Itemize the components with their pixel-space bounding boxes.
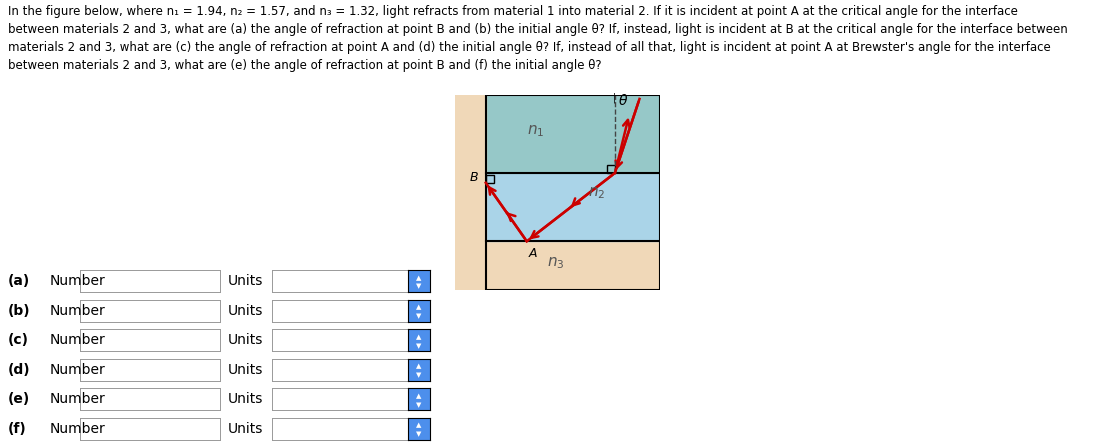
Bar (455, 241, 659, 290)
Text: Number: Number (50, 363, 106, 377)
Text: ▲: ▲ (417, 393, 422, 399)
Text: Units: Units (228, 274, 263, 288)
Text: Units: Units (228, 422, 263, 436)
Text: Number: Number (50, 304, 106, 318)
Text: $n_1$: $n_1$ (527, 123, 544, 139)
Bar (486, 95, 659, 290)
Bar (455, 95, 659, 173)
Text: (d): (d) (8, 363, 30, 377)
Text: ▲: ▲ (417, 363, 422, 369)
Text: (f): (f) (8, 422, 27, 436)
Text: Units: Units (228, 363, 263, 377)
Text: Units: Units (228, 392, 263, 406)
Text: (a): (a) (8, 274, 30, 288)
Text: ▼: ▼ (417, 372, 422, 378)
Text: ▼: ▼ (417, 313, 422, 319)
Text: Number: Number (50, 333, 106, 347)
Text: (c): (c) (8, 333, 29, 347)
Bar (486, 175, 494, 183)
Text: ▲: ▲ (417, 423, 422, 429)
Text: In the figure below, where n₁ = 1.94, n₂ = 1.57, and n₃ = 1.32, light refracts f: In the figure below, where n₁ = 1.94, n₂… (8, 5, 1067, 72)
Text: ▲: ▲ (417, 334, 422, 340)
Text: $n_3$: $n_3$ (547, 256, 565, 271)
Text: |: | (613, 93, 616, 103)
Text: $n_2$: $n_2$ (588, 186, 606, 201)
Text: ▲: ▲ (417, 275, 422, 281)
Text: ▼: ▼ (417, 431, 422, 438)
Text: ▼: ▼ (417, 284, 422, 289)
Text: (b): (b) (8, 304, 30, 318)
Bar (607, 165, 615, 173)
Text: B: B (469, 171, 478, 184)
Text: Units: Units (228, 304, 263, 318)
Text: ▼: ▼ (417, 343, 422, 349)
Bar (455, 173, 659, 241)
Text: $\theta$: $\theta$ (618, 93, 628, 108)
Text: Number: Number (50, 422, 106, 436)
Text: (e): (e) (8, 392, 30, 406)
Bar (455, 95, 486, 290)
Text: ▲: ▲ (417, 304, 422, 310)
Text: Number: Number (50, 274, 106, 288)
Text: Number: Number (50, 392, 106, 406)
Text: A: A (529, 247, 537, 260)
Text: ▼: ▼ (417, 402, 422, 408)
Text: Units: Units (228, 333, 263, 347)
